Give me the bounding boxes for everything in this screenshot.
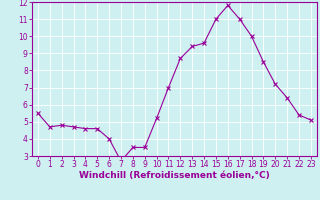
- X-axis label: Windchill (Refroidissement éolien,°C): Windchill (Refroidissement éolien,°C): [79, 171, 270, 180]
